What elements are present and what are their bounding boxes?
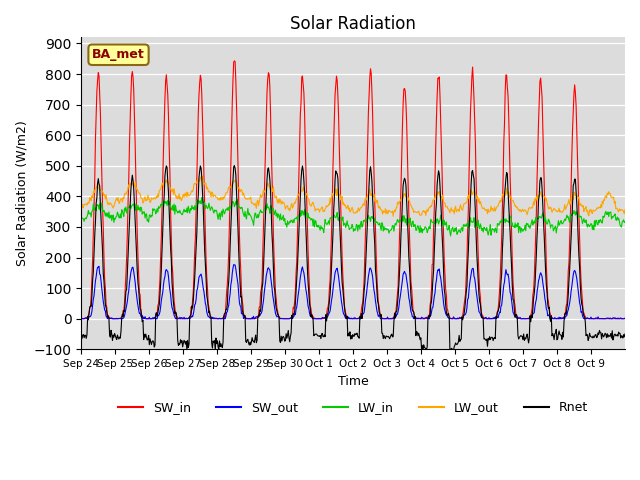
SW_out bbox=[290, 313, 298, 319]
SW_in bbox=[230, 58, 238, 64]
LW_in bbox=[198, 195, 205, 201]
SW_in bbox=[410, 310, 417, 316]
Rnet bbox=[141, 334, 149, 340]
Rnet bbox=[621, 331, 629, 337]
LW_out bbox=[621, 207, 629, 213]
Legend: SW_in, SW_out, LW_in, LW_out, Rnet: SW_in, SW_out, LW_in, LW_out, Rnet bbox=[113, 396, 593, 419]
LW_out bbox=[289, 203, 297, 209]
LW_in bbox=[77, 215, 85, 221]
LW_out bbox=[269, 189, 276, 194]
Line: LW_in: LW_in bbox=[81, 198, 625, 236]
SW_out bbox=[142, 316, 150, 322]
LW_out bbox=[242, 196, 250, 202]
LW_out bbox=[389, 214, 397, 219]
LW_out bbox=[411, 208, 419, 214]
X-axis label: Time: Time bbox=[338, 374, 369, 387]
Rnet bbox=[230, 163, 238, 168]
Line: SW_in: SW_in bbox=[81, 61, 625, 319]
Y-axis label: Solar Radiation (W/m2): Solar Radiation (W/m2) bbox=[15, 120, 28, 266]
Rnet bbox=[440, 287, 448, 292]
Rnet bbox=[447, 349, 454, 355]
Rnet bbox=[410, 309, 417, 315]
Title: Solar Radiation: Solar Radiation bbox=[290, 15, 416, 33]
Rnet bbox=[289, 311, 297, 317]
LW_out bbox=[441, 200, 449, 206]
LW_in bbox=[242, 213, 250, 219]
Text: BA_met: BA_met bbox=[92, 48, 145, 61]
SW_in bbox=[441, 271, 449, 277]
LW_out bbox=[198, 174, 206, 180]
SW_out bbox=[78, 316, 86, 322]
SW_in bbox=[141, 316, 149, 322]
SW_out bbox=[621, 315, 629, 321]
SW_in bbox=[289, 304, 297, 310]
SW_out bbox=[243, 316, 250, 322]
SW_in bbox=[242, 315, 250, 321]
SW_out bbox=[269, 297, 277, 302]
SW_in bbox=[426, 316, 433, 322]
SW_out bbox=[441, 308, 449, 313]
LW_in bbox=[621, 219, 629, 225]
Line: Rnet: Rnet bbox=[81, 166, 625, 352]
LW_in bbox=[440, 217, 448, 223]
Line: LW_out: LW_out bbox=[81, 177, 625, 216]
SW_in bbox=[269, 199, 276, 204]
SW_out bbox=[77, 315, 85, 321]
Rnet bbox=[269, 244, 276, 250]
SW_in bbox=[621, 316, 629, 322]
SW_out bbox=[411, 315, 419, 321]
Line: SW_out: SW_out bbox=[81, 264, 625, 319]
LW_in bbox=[447, 233, 454, 239]
LW_out bbox=[141, 194, 149, 200]
Rnet bbox=[77, 332, 85, 338]
LW_in bbox=[410, 224, 417, 229]
LW_in bbox=[141, 215, 149, 221]
SW_out bbox=[230, 262, 237, 267]
LW_out bbox=[77, 202, 85, 208]
LW_in bbox=[289, 217, 297, 223]
Rnet bbox=[242, 338, 250, 344]
SW_in bbox=[77, 316, 85, 322]
LW_in bbox=[269, 206, 276, 212]
